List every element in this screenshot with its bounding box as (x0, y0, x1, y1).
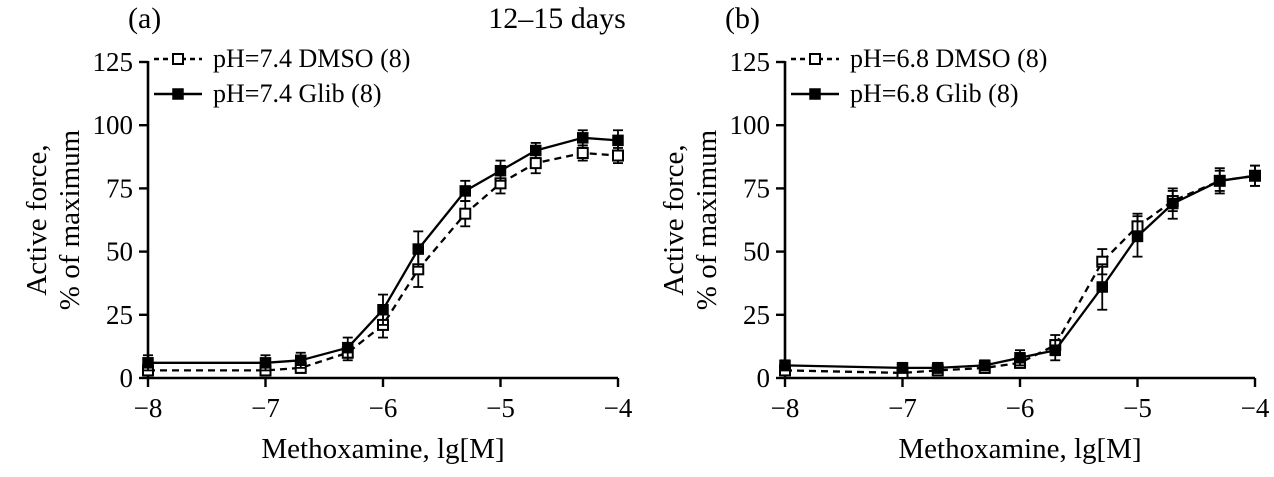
x-tick-label: −5 (1123, 393, 1152, 423)
data-point-filled-square (932, 362, 944, 374)
data-point-filled-square (979, 359, 991, 372)
data-point-open-square (612, 149, 624, 162)
legend-filled-square-solid-line-icon (154, 87, 202, 100)
legend-item: pH=6.8 Glib (8) (789, 79, 1047, 108)
data-point-filled-square (412, 243, 424, 255)
legend-label: pH=6.8 DMSO (8) (850, 43, 1048, 73)
plot-area: 0 25 50 75 100 125 −8 −7 −6 −5 −4 (730, 47, 1270, 423)
x-tick-label: −4 (1241, 393, 1270, 423)
y-tick-label: 50 (743, 237, 770, 267)
data-point-filled-square (530, 144, 542, 157)
data-point-open-square (529, 157, 542, 170)
plot-area: 0 25 50 75 100 125 −8 −7 −6 −5 −4 (93, 47, 633, 423)
data-point-filled-square (896, 362, 909, 374)
legend-item: pH=7.4 DMSO (8) (152, 44, 410, 73)
legend-open-square-dashed-line-icon (154, 52, 202, 65)
data-point-filled-square (259, 357, 272, 369)
x-tick-label: −7 (888, 393, 917, 423)
y-tick-label: 125 (93, 47, 134, 77)
data-point-filled-square (459, 185, 471, 197)
data-point-filled-square (779, 359, 791, 372)
data-point-filled-square (295, 354, 307, 367)
legend: pH=6.8 DMSO (8) pH=6.8 Glib (8) (789, 44, 1047, 108)
x-tick-label: −6 (1006, 393, 1035, 423)
panel-a-label: (a) (128, 2, 162, 35)
x-tick-label: −4 (604, 393, 633, 423)
data-point-open-square (576, 147, 589, 160)
y-tick-label: 100 (93, 110, 134, 140)
x-axis-label: Methoxamine, lg[M] (898, 433, 1142, 465)
data-point-open-square (459, 207, 472, 220)
y-tick-label: 25 (743, 300, 770, 330)
panel-a: (a) Active force, % of maximum 0 25 50 75 10… (21, 2, 633, 465)
y-tick-label: 125 (730, 47, 771, 77)
y-tick-label: 0 (120, 363, 134, 393)
data-point-filled-square (1096, 281, 1108, 293)
data-point-filled-square (612, 134, 624, 147)
legend-item: pH=6.8 DMSO (8) (789, 44, 1047, 73)
legend-label: pH=7.4 Glib (8) (213, 78, 382, 108)
y-tick-label: 75 (743, 173, 770, 203)
data-point-filled-square (142, 357, 154, 369)
series-line (784, 174, 1256, 370)
legend-label: pH=6.8 Glib (8) (850, 78, 1019, 108)
panel-b: (b) Active force, % of maximum 0 25 50 75 10… (637, 0, 1274, 477)
data-point-filled-square (377, 303, 389, 316)
data-point-filled-square (577, 132, 589, 144)
x-tick-label: −5 (486, 393, 515, 423)
x-tick-label: −6 (369, 393, 398, 423)
y-tick-label: 100 (730, 110, 771, 140)
axes (783, 61, 1255, 380)
data-point-filled-square (1214, 175, 1226, 187)
data-point-filled-square (1167, 197, 1179, 210)
data-point-filled-square (1249, 170, 1261, 182)
y-tick-label: 25 (106, 300, 133, 330)
data-point-filled-square (1131, 230, 1144, 243)
figure-title: 12–15 days (488, 2, 626, 35)
legend-item: pH=7.4 Glib (8) (152, 79, 410, 108)
x-tick-label: −7 (251, 393, 280, 423)
data-point-filled-square (494, 164, 507, 177)
series-line (784, 174, 1256, 375)
data-point-filled-square (1014, 352, 1026, 364)
y-tick-label: 75 (106, 173, 133, 203)
panel-b-label: (b) (725, 2, 760, 35)
y-tick-label: 50 (106, 237, 133, 267)
y-tick-label: 0 (757, 363, 771, 393)
legend: pH=7.4 DMSO (8) pH=7.4 Glib (8) (152, 44, 410, 108)
x-axis-label: Methoxamine, lg[M] (261, 433, 505, 465)
legend-open-square-dashed-line-icon (791, 52, 839, 65)
data-point-filled-square (342, 341, 354, 354)
legend-filled-square-solid-line-icon (791, 87, 839, 100)
x-tick-label: −8 (771, 393, 800, 423)
x-tick-label: −8 (134, 393, 163, 423)
legend-label: pH=7.4 DMSO (8) (213, 43, 411, 73)
data-point-filled-square (1049, 344, 1061, 356)
